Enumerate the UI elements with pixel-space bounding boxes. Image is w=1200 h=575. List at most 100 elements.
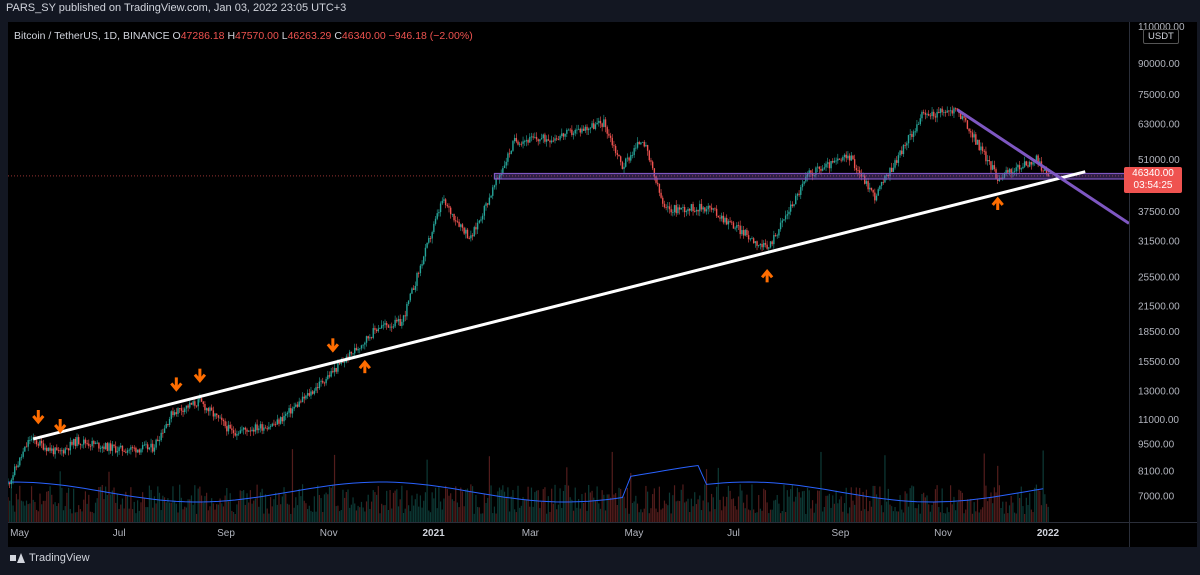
candle xyxy=(140,447,142,456)
candle-body xyxy=(655,176,657,183)
candle xyxy=(290,403,292,418)
candle xyxy=(98,442,100,452)
candle xyxy=(185,405,188,414)
candle xyxy=(518,141,521,147)
candle-body xyxy=(577,128,580,130)
candle xyxy=(483,204,486,220)
candle-body xyxy=(143,444,146,446)
candle xyxy=(460,223,462,231)
volume-bar xyxy=(78,505,80,522)
volume-bar xyxy=(429,512,432,522)
candle-body xyxy=(527,140,529,143)
candle xyxy=(281,412,284,424)
candle-body xyxy=(300,401,302,403)
candle-body xyxy=(875,195,878,201)
chart-pane[interactable] xyxy=(7,22,1130,522)
volume-bar xyxy=(928,504,930,522)
candle xyxy=(569,128,571,133)
candle xyxy=(91,437,93,451)
volume-bar xyxy=(290,513,292,522)
volume-bar xyxy=(456,502,459,522)
candle-body xyxy=(540,138,543,140)
candle xyxy=(715,205,718,219)
candle-body xyxy=(606,127,608,134)
candle-body xyxy=(315,387,317,391)
candle xyxy=(387,324,390,329)
price-tick-label: 13000.00 xyxy=(1138,387,1180,398)
candle xyxy=(419,264,422,277)
volume-bar xyxy=(857,496,859,522)
candle-body xyxy=(369,337,371,339)
candle xyxy=(508,148,511,158)
candle-body xyxy=(125,451,127,453)
volume-bar xyxy=(209,506,211,522)
time-axis[interactable] xyxy=(8,522,1129,547)
candle-body xyxy=(832,161,834,163)
volume-bar xyxy=(170,502,172,522)
volume-bar xyxy=(729,490,731,522)
volume-bar xyxy=(604,510,607,522)
volume-bar xyxy=(473,513,475,522)
volume-bar xyxy=(734,506,736,522)
price-axis[interactable]: 90000.00 75000.00 63000.00 51000.00 37500.00… xyxy=(1129,22,1197,522)
volume-bar xyxy=(158,492,161,522)
candle xyxy=(737,221,740,230)
candle-body xyxy=(237,433,240,435)
candle-body xyxy=(328,375,331,377)
candle xyxy=(926,112,928,119)
candle-body xyxy=(382,324,385,326)
volume-bar xyxy=(929,511,931,522)
candle-body xyxy=(574,129,576,134)
candle xyxy=(234,428,236,437)
volume-bar xyxy=(461,491,464,522)
price-tick-label: 8100.00 xyxy=(1138,467,1175,478)
candle xyxy=(232,426,235,439)
volume-bar xyxy=(231,510,233,522)
candle xyxy=(136,449,139,453)
candle-body xyxy=(136,449,139,453)
candle-body xyxy=(76,437,78,447)
candle-body xyxy=(401,321,403,326)
candle xyxy=(911,130,913,140)
candle-body xyxy=(182,410,184,413)
volume-bar xyxy=(263,513,265,522)
candle-body xyxy=(61,450,63,452)
candle xyxy=(616,149,619,160)
candle-body xyxy=(62,450,65,454)
price-tick-label: 37500.00 xyxy=(1138,207,1180,218)
candle-body xyxy=(263,427,265,431)
candle-body xyxy=(525,140,528,142)
candle-body xyxy=(803,181,805,184)
candle-body xyxy=(1039,161,1041,164)
symbol-legend: Bitcoin / TetherUS, 1D, BINANCE O47286.1… xyxy=(14,30,473,42)
candle xyxy=(259,421,262,433)
candle-body xyxy=(354,347,356,354)
candle xyxy=(712,208,714,213)
volume-bar xyxy=(86,503,88,522)
candle-body xyxy=(951,110,953,114)
candle-body xyxy=(271,423,273,427)
volume-bar xyxy=(271,506,273,522)
candle xyxy=(968,128,970,134)
volume-bar xyxy=(867,511,869,522)
candle-body xyxy=(35,440,38,445)
volume-bar xyxy=(554,484,556,522)
candle-body xyxy=(226,426,228,432)
candle xyxy=(604,116,607,133)
candle-body xyxy=(850,155,852,161)
candle xyxy=(249,427,252,437)
volume-bar xyxy=(221,503,223,522)
candle xyxy=(1023,156,1026,169)
candle-body xyxy=(150,443,152,448)
candle-body xyxy=(52,448,55,455)
price-chart[interactable] xyxy=(7,22,1130,522)
candle-body xyxy=(153,447,156,452)
candle-body xyxy=(751,238,753,240)
candle-body xyxy=(109,443,112,451)
volume-bar xyxy=(539,508,541,522)
currency-badge[interactable]: USDT xyxy=(1143,29,1179,44)
candle-body xyxy=(966,120,969,129)
candle-body xyxy=(535,136,538,140)
candle-body xyxy=(91,441,93,447)
candle-body xyxy=(784,215,787,220)
